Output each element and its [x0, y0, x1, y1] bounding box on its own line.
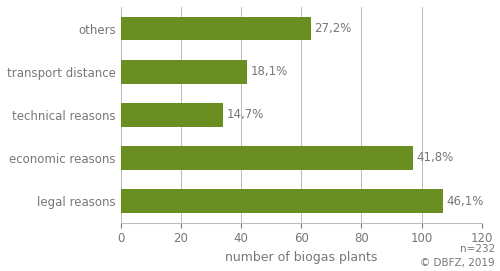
Text: 18,1%: 18,1% [250, 65, 288, 78]
Text: n=232
© DBFZ, 2019: n=232 © DBFZ, 2019 [420, 244, 495, 268]
Bar [120, 146, 412, 170]
X-axis label: number of biogas plants: number of biogas plants [225, 251, 378, 264]
Text: 41,8%: 41,8% [416, 151, 454, 164]
Bar [120, 103, 224, 127]
Text: 27,2%: 27,2% [314, 22, 352, 35]
Text: 46,1%: 46,1% [446, 195, 484, 208]
Bar [120, 60, 247, 83]
Text: 14,7%: 14,7% [227, 108, 264, 121]
Bar [120, 17, 310, 40]
Bar [120, 189, 442, 213]
